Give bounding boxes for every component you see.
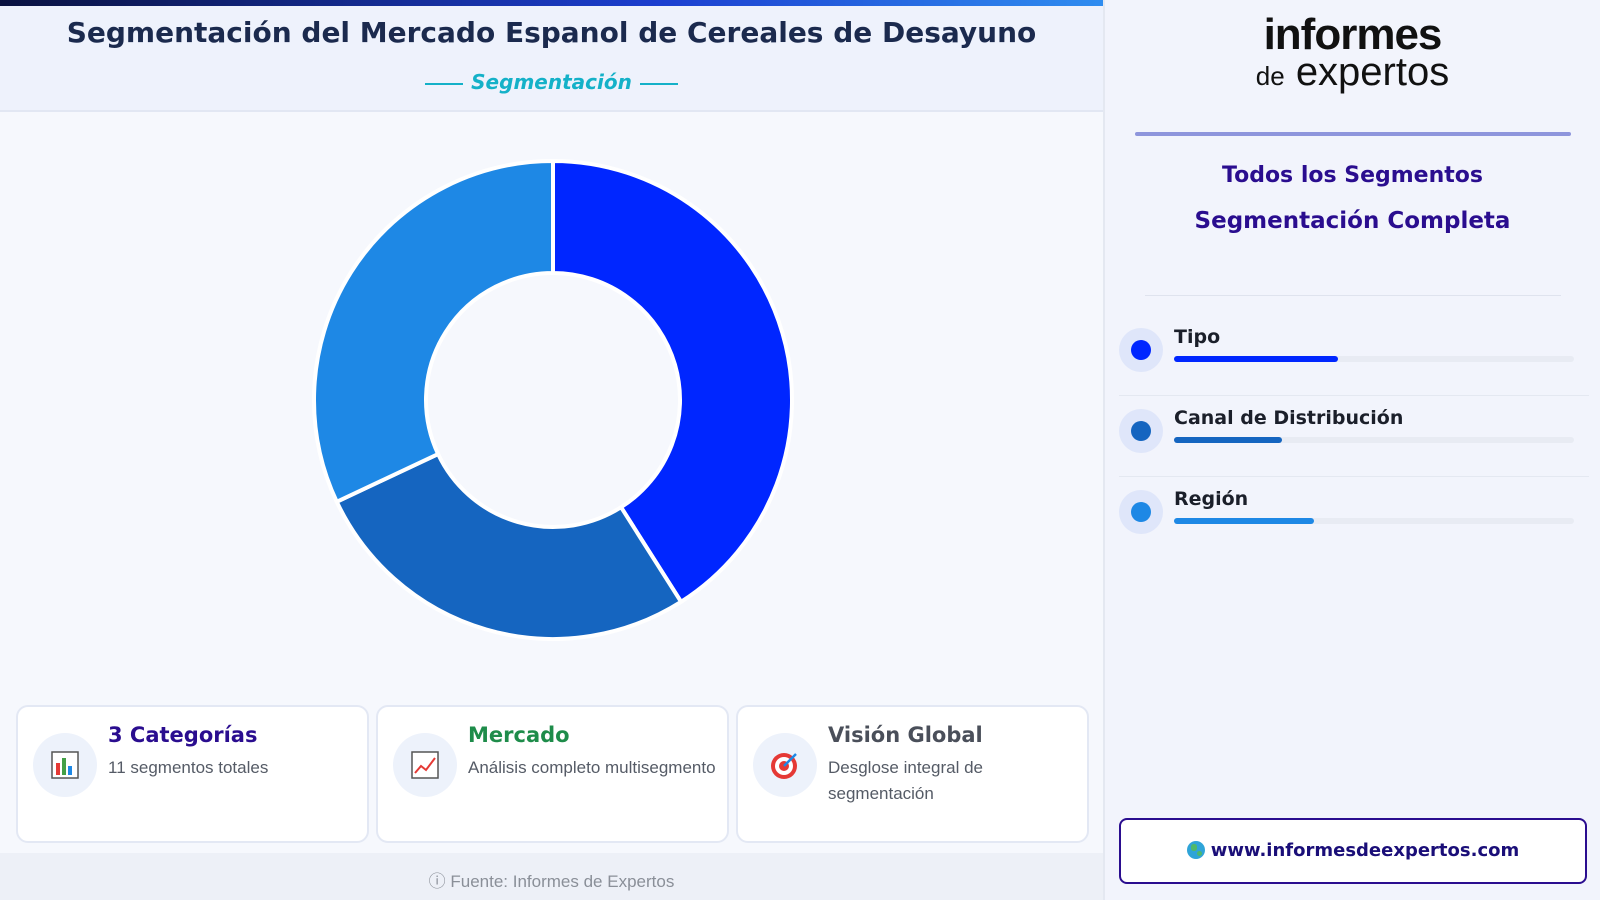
card-description: Análisis completo multisegmento: [468, 758, 716, 777]
logo-text-small: de: [1255, 61, 1285, 91]
summary-card-market: Mercado Análisis completo multisegmento: [376, 705, 729, 843]
segment-item-canal[interactable]: Canal de Distribución: [1119, 407, 1589, 477]
logo-text-main: expertos: [1295, 50, 1450, 94]
segment-label: Canal de Distribución: [1174, 407, 1404, 429]
logo-text-bottom: de expertos: [1105, 50, 1600, 95]
donut-slice-regi-n[interactable]: [312, 158, 555, 505]
segment-dot-bg: [1119, 409, 1163, 453]
summary-card-global-view: Visión Global Desglose integral de segme…: [736, 705, 1089, 843]
bar-chart-icon: [33, 733, 97, 797]
summary-card-categories: 3 Categorías 11 segmentos totales: [16, 705, 369, 843]
website-url: www.informesdeexpertos.com: [1210, 840, 1520, 861]
main-panel: Segmentación del Mercado Espanol de Cere…: [0, 0, 1103, 900]
logo-text-top: informes: [1263, 10, 1443, 59]
segment-bar-fill: [1174, 518, 1314, 524]
subtitle-dash-right: [639, 82, 678, 85]
footer: ⓘ Fuente: Informes de Expertos: [0, 853, 1103, 900]
segment-bar-fill: [1174, 437, 1282, 443]
subtitle-text: Segmentación: [471, 70, 632, 94]
segment-bar-fill: [1174, 356, 1338, 362]
segment-item-tipo[interactable]: Tipo: [1119, 326, 1589, 396]
sidebar-divider: [1145, 295, 1561, 296]
website-link[interactable]: www.informesdeexpertos.com: [1121, 840, 1585, 861]
card-title: Mercado: [468, 723, 570, 747]
top-accent-bar: [0, 0, 1103, 6]
source-note: ⓘ Fuente: Informes de Expertos: [428, 872, 675, 891]
donut-chart: [312, 158, 794, 641]
card-description: 11 segmentos totales: [108, 758, 269, 777]
globe-icon: [1186, 841, 1205, 859]
trend-chart-icon: [393, 733, 457, 797]
segment-dot: [1131, 421, 1151, 441]
website-link-box[interactable]: www.informesdeexpertos.com: [1119, 818, 1587, 884]
donut-slice-canal-de-distribuci-n[interactable]: [334, 451, 684, 641]
segment-label: Región: [1174, 488, 1249, 510]
sidebar-heading: Todos los Segmentos: [1222, 163, 1483, 188]
segment-dot-bg: [1119, 328, 1163, 372]
donut-slice-tipo[interactable]: [551, 158, 794, 605]
segment-bar-track: [1174, 518, 1574, 524]
segment-bar-track: [1174, 437, 1574, 443]
sidebar-subheading: Segmentación Completa: [1194, 208, 1511, 234]
segment-dot: [1131, 340, 1151, 360]
page-title: Segmentación del Mercado Espanol de Cere…: [66, 16, 1037, 49]
sidebar: informes de expertos Todos los Segmentos…: [1105, 0, 1600, 900]
card-title: 3 Categorías: [108, 723, 258, 747]
sidebar-rule: [1135, 132, 1571, 136]
segment-bar-track: [1174, 356, 1574, 362]
segment-dot-bg: [1119, 490, 1163, 534]
header: Segmentación del Mercado Espanol de Cere…: [0, 6, 1103, 112]
card-description: Desglose integral de segmentación: [828, 758, 983, 803]
segment-label: Tipo: [1174, 326, 1221, 348]
page-subtitle: Segmentación: [0, 70, 1103, 94]
target-icon: [753, 733, 817, 797]
panel-divider: [1103, 0, 1105, 900]
card-title: Visión Global: [828, 723, 983, 747]
subtitle-dash-left: [425, 82, 464, 85]
segment-item-region[interactable]: Región: [1119, 488, 1589, 558]
segment-dot: [1131, 502, 1151, 522]
